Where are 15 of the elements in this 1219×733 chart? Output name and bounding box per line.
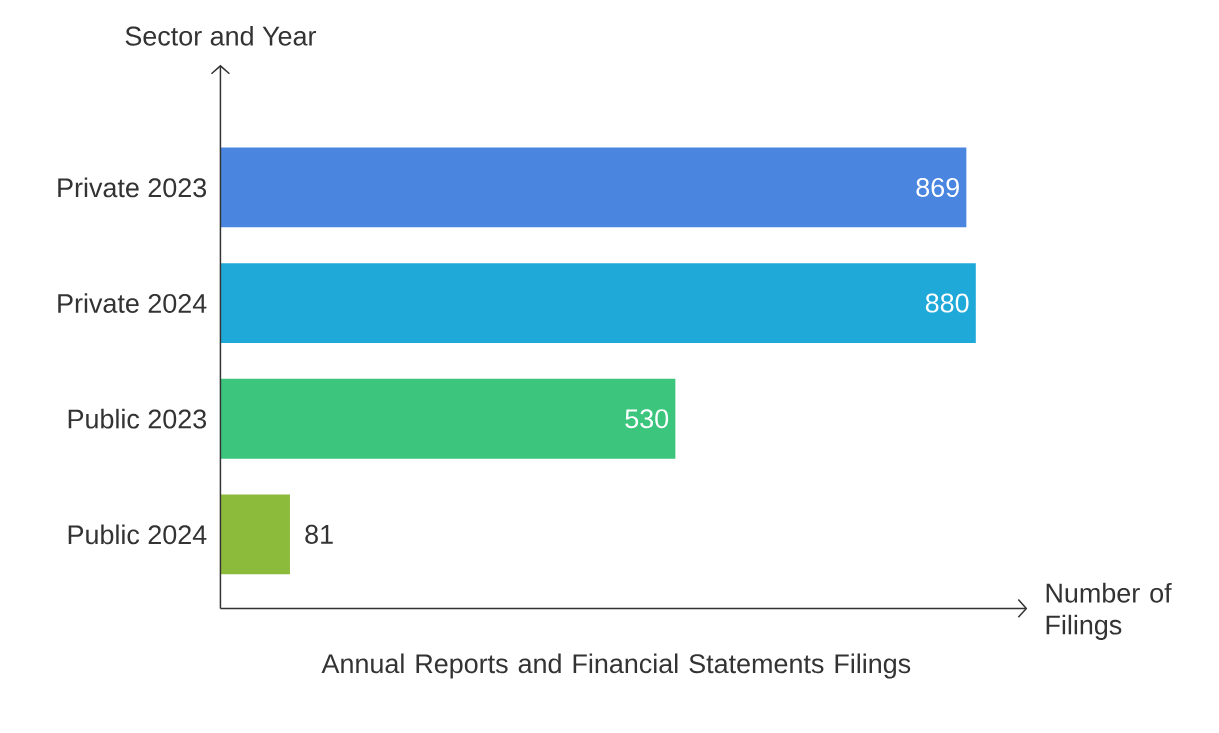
y-tick-label: Public 2023 [68,408,207,429]
y-axis-title: Sector and Year [125,25,317,46]
text: Annual Reports and Financial Statements Filings [321,653,911,679]
y-tick-label: Private 2024 [58,293,207,313]
bar [220,378,676,459]
data-label: 530 [625,409,669,429]
y-tick-label: Private 2023 [58,177,207,198]
y-tick-label: Public 2024 [68,524,207,545]
x-axis-title: Number of Filings [1046,582,1172,640]
data-label: 81 [305,524,333,544]
data-label: 880 [925,293,969,313]
bar [220,494,290,575]
bar [220,263,976,343]
data-label: 869 [916,177,959,197]
bar [220,147,967,228]
